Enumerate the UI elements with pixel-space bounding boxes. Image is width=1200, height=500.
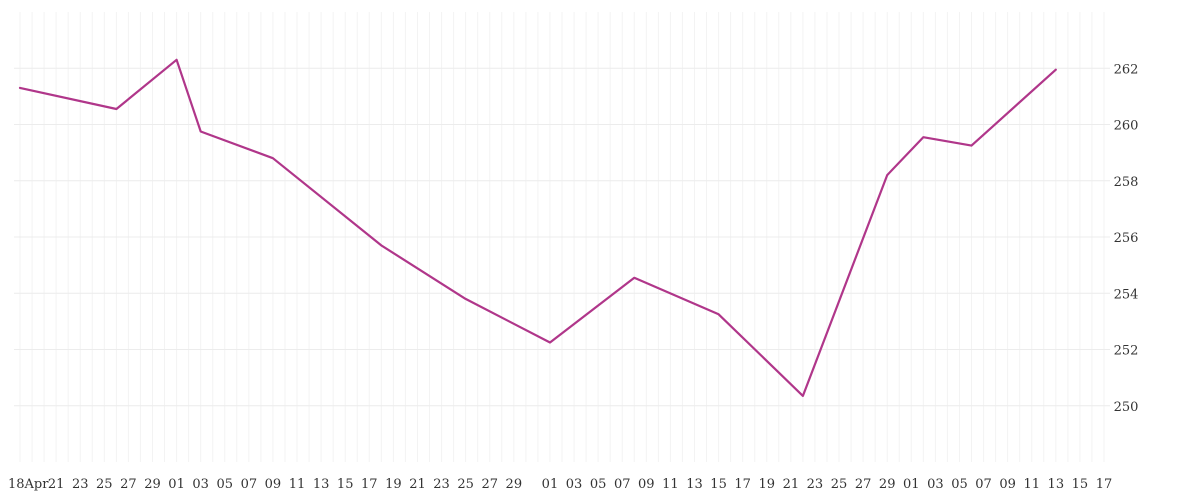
x-axis-ticks: 18Apr 21 23 25 27 29 01 03 05 07 09 11 13 15 17 19 21 23 2… [8,477,1112,492]
x-tick-label: 13 [1048,477,1065,492]
x-tick-label: 09 [999,477,1016,492]
x-tick-label: 03 [566,477,583,492]
x-tick-label: 18Apr [8,477,49,492]
series-layer [18,58,1057,397]
y-tick-label: 260 [1114,119,1139,134]
x-tick-label: 19 [385,477,402,492]
y-tick-label: 258 [1114,175,1139,190]
x-tick-label: 25 [831,477,848,492]
x-tick-label: 13 [313,477,330,492]
x-tick-label: 15 [1072,477,1089,492]
x-tick-label: 11 [1023,477,1040,492]
x-tick-label: 05 [216,477,233,492]
x-tick-label: 15 [710,477,727,492]
x-tick-label: 21 [783,477,800,492]
x-tick-label: 29 [506,477,523,492]
x-tick-label: 03 [927,477,944,492]
x-tick-label: 29 [879,477,896,492]
y-tick-label: 250 [1114,400,1139,415]
series-line [18,58,1057,397]
y-axis-ticks: 250 252 254 256 258 260 262 [1114,62,1139,415]
x-tick-label: 13 [686,477,703,492]
x-tick-label: 23 [433,477,450,492]
x-tick-label: 27 [120,477,137,492]
x-tick-label: 25 [96,477,113,492]
x-tick-label: 01 [903,477,920,492]
x-tick-label: 09 [638,477,655,492]
x-tick-label: 23 [807,477,824,492]
x-tick-label: 07 [975,477,992,492]
y-tick-label: 252 [1114,344,1139,359]
x-tick-label: 05 [951,477,968,492]
x-tick-label: 07 [614,477,631,492]
x-tick-label: 19 [758,477,775,492]
x-tick-label: 03 [192,477,209,492]
x-tick-label: 09 [265,477,282,492]
x-tick-label: 25 [457,477,474,492]
x-tick-label: 17 [1096,477,1113,492]
x-tick-label: 07 [241,477,258,492]
x-tick-label: 21 [409,477,426,492]
x-tick-label: 15 [337,477,354,492]
x-tick-label: 17 [734,477,751,492]
x-tick-label: 11 [289,477,306,492]
y-tick-label: 262 [1114,62,1139,77]
y-tick-label: 254 [1114,287,1139,302]
x-tick-label: 01 [168,477,185,492]
x-tick-label: 27 [481,477,498,492]
x-tick-label: 27 [855,477,872,492]
x-tick-label: 29 [144,477,161,492]
x-tick-label: 17 [361,477,378,492]
x-tick-label: 05 [590,477,607,492]
x-tick-label: 01 [542,477,559,492]
grid-layer [14,12,1110,462]
x-tick-label: 23 [72,477,89,492]
y-tick-label: 256 [1114,231,1139,246]
x-tick-label: 21 [48,477,65,492]
x-tick-label: 11 [662,477,679,492]
